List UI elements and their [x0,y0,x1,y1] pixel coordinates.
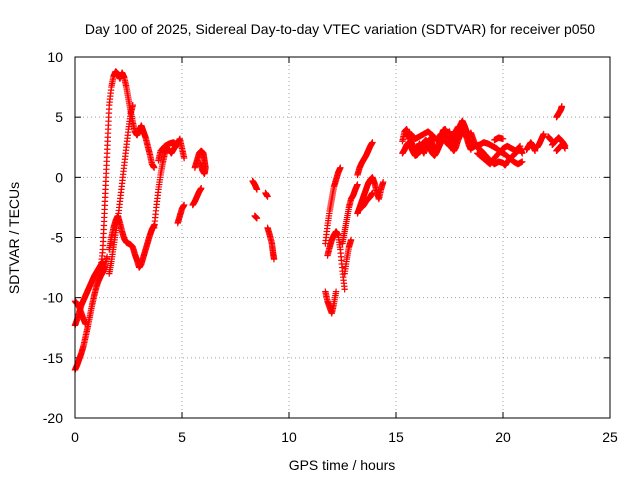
y-tick-label: -5 [51,230,64,246]
y-tick-label: -20 [43,410,63,426]
data-point-plus [174,141,181,149]
y-axis-label: SDTVAR / TECUs [6,182,22,294]
chart-title: Day 100 of 2025, Sidereal Day-to-day VTE… [85,21,595,37]
data-point-plus [354,181,361,188]
data-point-plus [369,139,376,146]
x-tick-label: 0 [71,429,79,445]
data-point-plus [379,178,387,186]
data-point-plus [516,142,524,150]
data-point-plus [519,158,526,165]
data-point-plus [82,320,89,328]
data-point-plus [337,164,344,171]
plot-frame [74,56,611,419]
data-point-plus [540,130,547,138]
data-point-plus [180,201,188,209]
data-point-plus [347,236,355,244]
data-points [71,68,569,374]
axis-ticks: 0 5 10 15 20 25 -20 -15 -10 -5 0 5 10 [43,49,618,445]
data-point-plus [454,123,462,130]
x-axis-label: GPS time / hours [289,457,396,473]
data-point-plus [531,147,539,155]
data-point-plus [253,215,261,222]
data-point-plus [270,255,278,263]
data-point-plus [196,159,204,167]
data-point-plus [129,101,136,109]
data-point-plus [253,186,261,193]
data-point-plus [561,145,569,152]
data-point-plus [341,286,348,293]
x-tick-label: 15 [388,429,404,445]
x-tick-label: 5 [178,429,186,445]
x-tick-label: 20 [495,429,511,445]
data-point-plus [180,154,188,162]
y-tick-label: 0 [55,169,63,185]
data-point-plus [150,164,158,171]
y-tick-label: 5 [55,109,63,125]
data-point-plus [369,189,376,197]
y-tick-label: 10 [47,49,63,65]
data-point-plus [445,142,452,149]
data-point-plus [264,193,271,200]
y-tick-label: -10 [43,290,63,306]
y-tick-label: -15 [43,350,63,366]
data-point-plus [516,143,523,151]
data-point-plus [499,135,507,143]
grid [75,57,610,418]
data-point-plus [332,288,340,295]
data-point-plus [558,103,566,110]
x-tick-label: 10 [281,429,297,445]
data-point-plus [454,124,461,132]
data-point-plus [519,150,526,157]
x-tick-label: 25 [602,429,618,445]
data-point-plus [198,184,205,192]
